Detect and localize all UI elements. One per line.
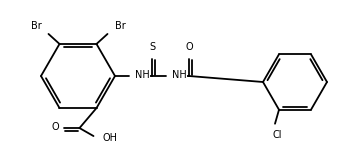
Text: O: O <box>52 122 59 132</box>
Text: Br: Br <box>31 21 41 31</box>
Text: Br: Br <box>115 21 125 31</box>
Text: O: O <box>185 42 193 52</box>
Text: S: S <box>149 42 155 52</box>
Text: NH: NH <box>172 70 187 80</box>
Text: Cl: Cl <box>272 130 282 140</box>
Text: OH: OH <box>103 133 118 143</box>
Text: NH: NH <box>135 70 150 80</box>
